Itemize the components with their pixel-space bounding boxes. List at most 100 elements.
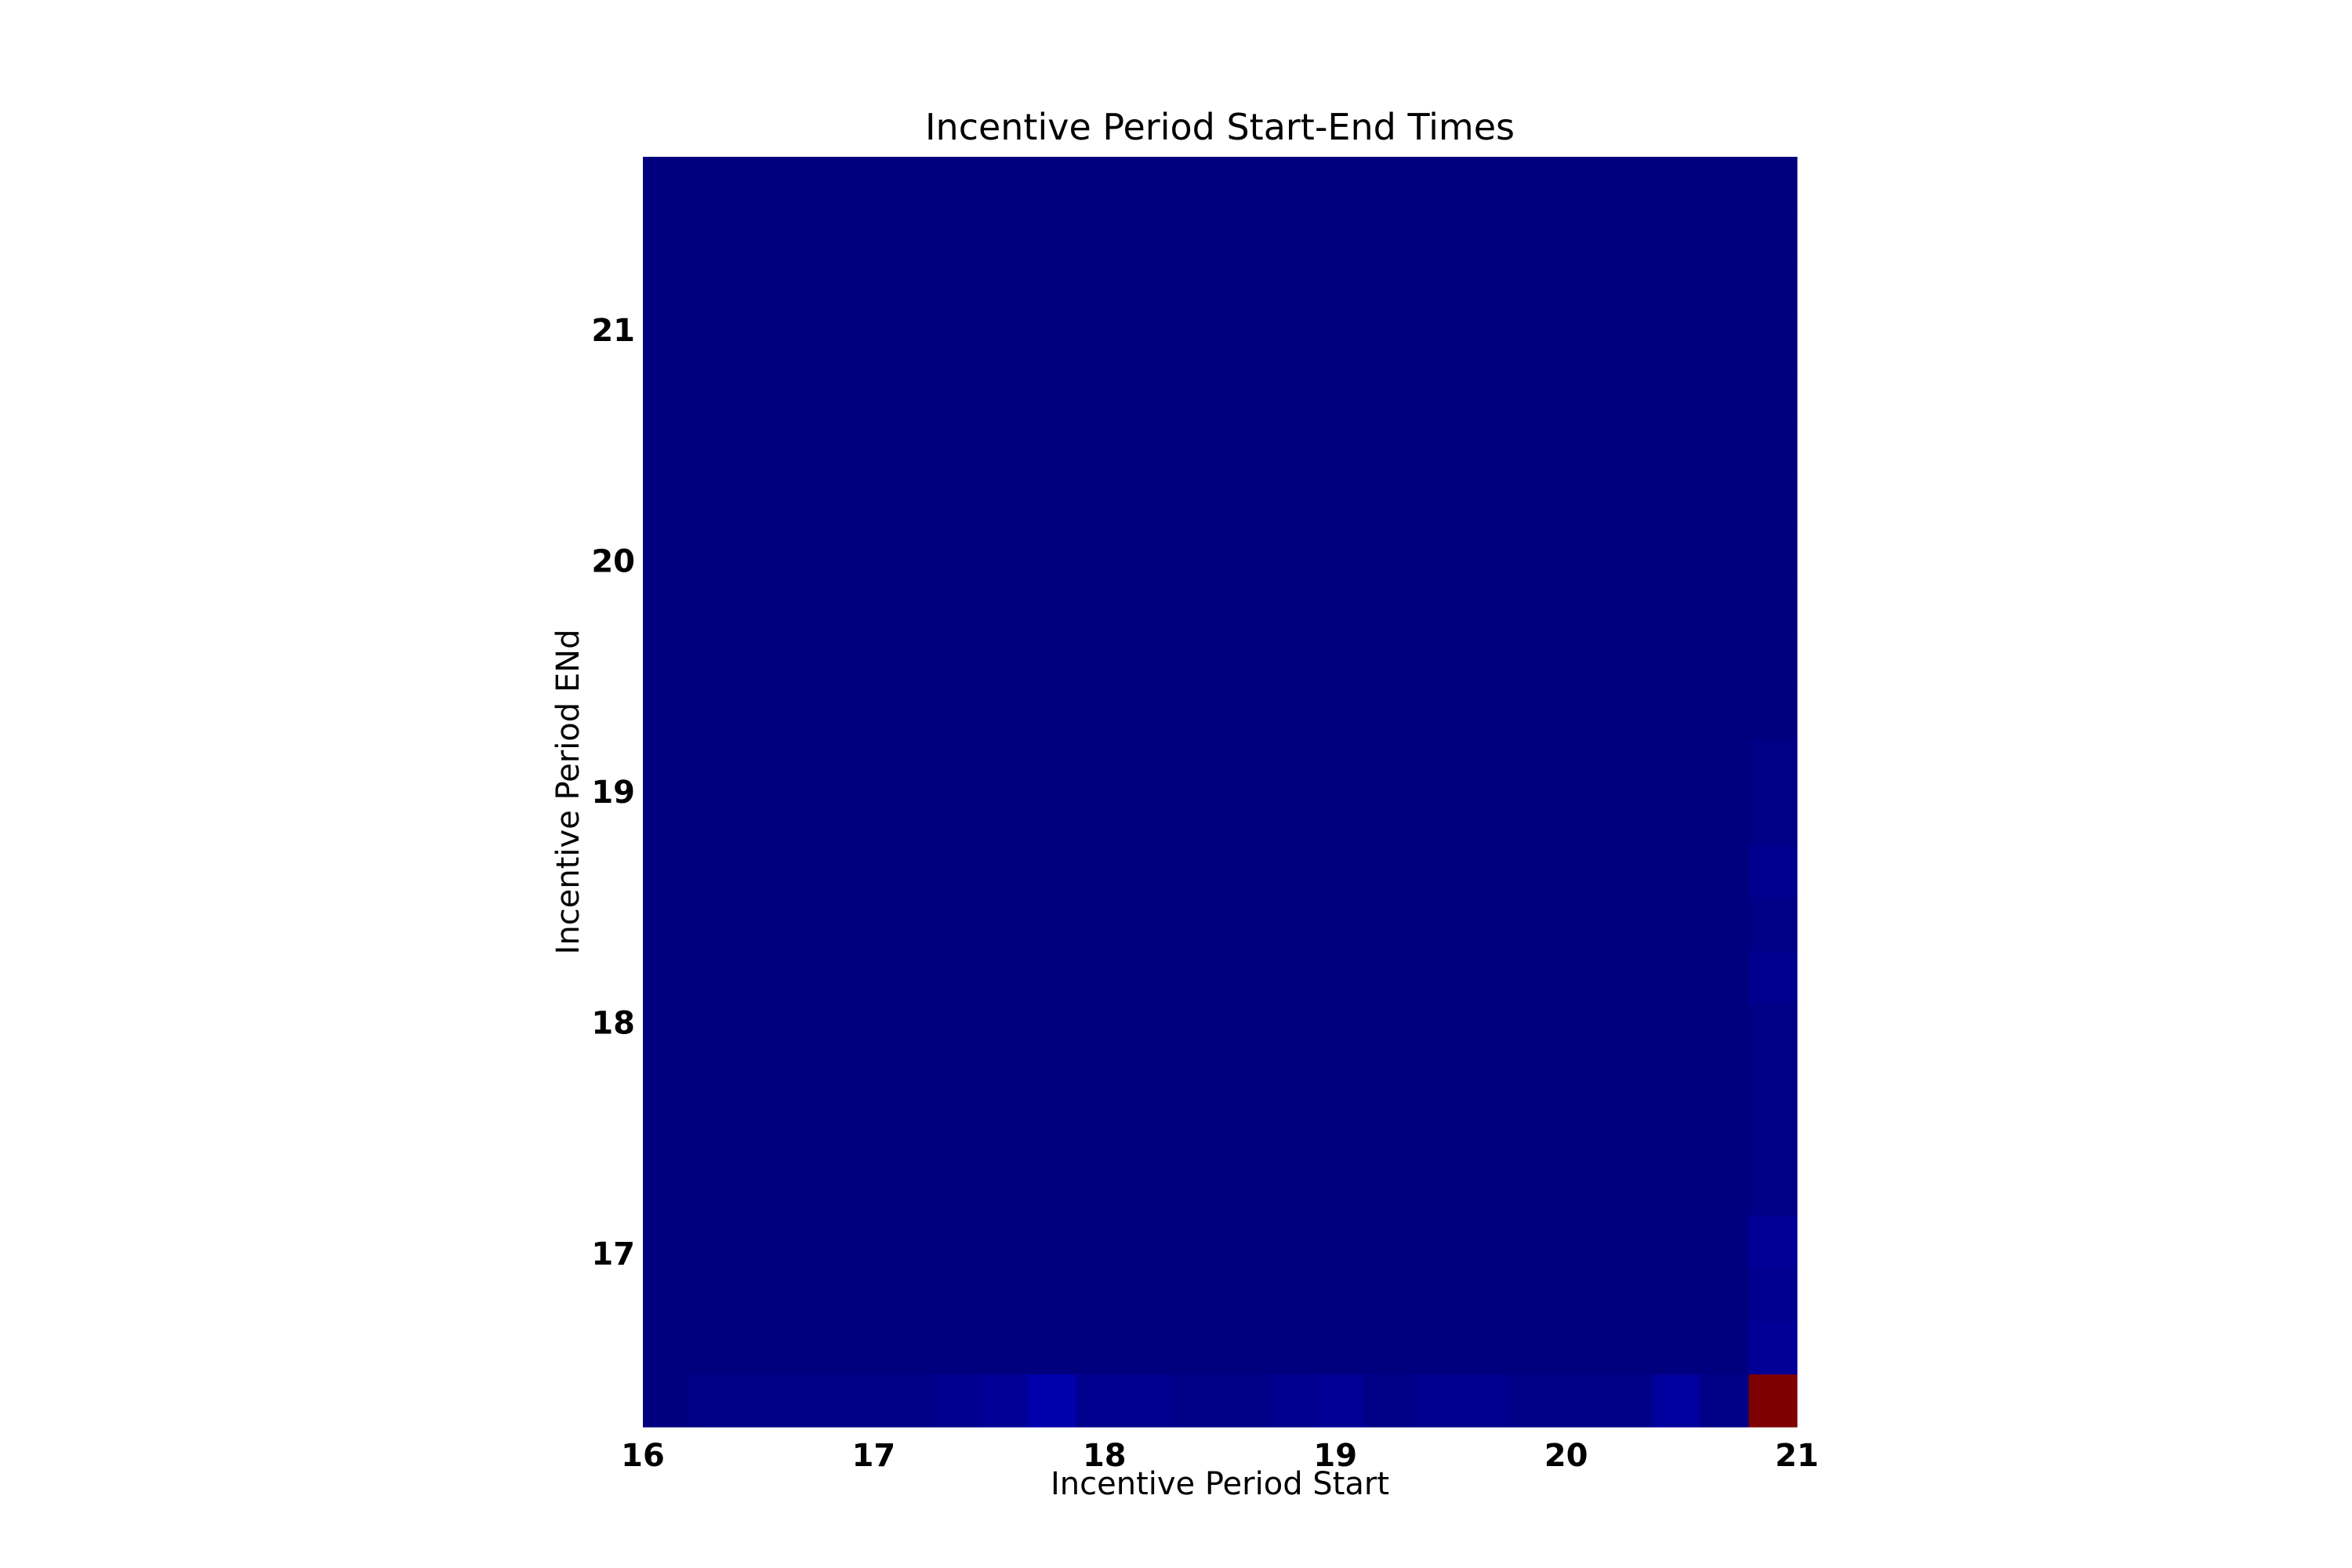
heatmap-cell	[1748, 1162, 1798, 1216]
heatmap-cell	[1268, 1268, 1317, 1322]
heatmap-cell	[835, 1004, 884, 1058]
heatmap-cell	[1604, 368, 1653, 423]
heatmap-cell	[1171, 1374, 1221, 1428]
heatmap-cell	[1604, 157, 1653, 211]
heatmap-cell	[1123, 633, 1173, 687]
heatmap-cell	[883, 898, 932, 952]
heatmap-cell	[1364, 1321, 1413, 1375]
heatmap-cell	[1604, 739, 1653, 793]
heatmap-cell	[1364, 368, 1413, 423]
heatmap-cell	[1460, 898, 1509, 952]
heatmap-cell	[1171, 1268, 1221, 1322]
heatmap-cell	[883, 1268, 932, 1322]
heatmap-cell	[739, 368, 788, 423]
heatmap-cell	[1268, 1374, 1317, 1428]
heatmap-cell	[1364, 263, 1413, 317]
heatmap-cell	[883, 633, 932, 687]
heatmap-cell	[979, 1056, 1029, 1110]
heatmap-cell	[883, 315, 932, 369]
heatmap-cell	[1556, 368, 1606, 423]
heatmap-cell	[1508, 844, 1557, 898]
heatmap-cell	[883, 1215, 932, 1269]
heatmap-cell	[1027, 421, 1076, 475]
heatmap-cell	[1171, 1109, 1221, 1163]
heatmap-cell	[1556, 209, 1606, 263]
heatmap-cell	[883, 950, 932, 1004]
heatmap-cell	[1268, 1056, 1317, 1110]
heatmap-cell	[1027, 950, 1076, 1004]
heatmap-cell	[691, 474, 740, 528]
heatmap-cell	[1220, 950, 1269, 1004]
heatmap-cell	[1460, 1374, 1509, 1428]
heatmap-cell	[1700, 739, 1750, 793]
heatmap-cell	[1076, 157, 1124, 211]
heatmap-cell	[1508, 1374, 1557, 1428]
heatmap-cell	[1171, 1162, 1221, 1216]
heatmap-cell	[1076, 1215, 1124, 1269]
heatmap-cell	[787, 1004, 836, 1058]
heatmap-cell	[787, 898, 836, 952]
heatmap-cell	[1316, 686, 1365, 740]
heatmap-cell	[1123, 157, 1173, 211]
heatmap-cell	[835, 157, 884, 211]
heatmap-cell	[1171, 580, 1221, 634]
heatmap-cell	[1604, 950, 1653, 1004]
heatmap-cell	[1316, 898, 1365, 952]
heatmap-cell	[643, 421, 691, 475]
heatmap-cell	[1027, 1268, 1076, 1322]
heatmap-cell	[643, 527, 691, 581]
heatmap-cell	[1364, 739, 1413, 793]
heatmap-cell	[979, 580, 1029, 634]
heatmap-cell	[1412, 1004, 1461, 1058]
heatmap-cell	[691, 1109, 740, 1163]
heatmap-cell	[1076, 844, 1124, 898]
heatmap-cell	[1700, 1162, 1750, 1216]
heatmap-cell	[1027, 844, 1076, 898]
heatmap-cell	[739, 209, 788, 263]
heatmap-cell	[1700, 1004, 1750, 1058]
y-axis-label: Incentive Period ENd	[550, 630, 586, 955]
heatmap-cell	[1027, 1321, 1076, 1375]
heatmap-cell	[1364, 1268, 1413, 1322]
heatmap-cell	[1748, 950, 1798, 1004]
heatmap-cell	[1700, 950, 1750, 1004]
heatmap-cell	[1171, 1321, 1221, 1375]
heatmap-cell	[1316, 1321, 1365, 1375]
heatmap-cell	[883, 844, 932, 898]
heatmap-cell	[1653, 368, 1701, 423]
heatmap-cell	[1027, 686, 1076, 740]
heatmap-cell	[1748, 844, 1798, 898]
heatmap-cell	[1412, 1162, 1461, 1216]
heatmap-cell	[1700, 157, 1750, 211]
heatmap-cell	[1316, 844, 1365, 898]
heatmap-cell	[1412, 527, 1461, 581]
heatmap-cell	[1171, 792, 1221, 846]
heatmap-cell	[1412, 686, 1461, 740]
heatmap-cell	[1604, 1056, 1653, 1110]
heatmap-cell	[1508, 263, 1557, 317]
heatmap-cell	[1748, 157, 1798, 211]
heatmap-cell	[1460, 1268, 1509, 1322]
heatmap-cell	[835, 527, 884, 581]
y-tick-label: 19	[591, 775, 635, 811]
heatmap-cell	[1220, 580, 1269, 634]
x-tick-label: 20	[1544, 1438, 1588, 1474]
heatmap-cell	[787, 686, 836, 740]
heatmap-cell	[1076, 421, 1124, 475]
heatmap-cell	[1508, 209, 1557, 263]
heatmap-cell	[979, 474, 1029, 528]
heatmap-cell	[979, 263, 1029, 317]
y-tick-label: 20	[591, 544, 635, 580]
heatmap-cell	[1364, 950, 1413, 1004]
heatmap-cell	[931, 633, 980, 687]
heatmap-cell	[739, 1321, 788, 1375]
heatmap-cell	[1076, 1004, 1124, 1058]
heatmap-cell	[1220, 157, 1269, 211]
heatmap-cell	[1076, 474, 1124, 528]
heatmap-cell	[739, 315, 788, 369]
heatmap-cell	[979, 421, 1029, 475]
heatmap-cell	[1123, 898, 1173, 952]
heatmap-cell	[787, 263, 836, 317]
heatmap-cell	[883, 527, 932, 581]
